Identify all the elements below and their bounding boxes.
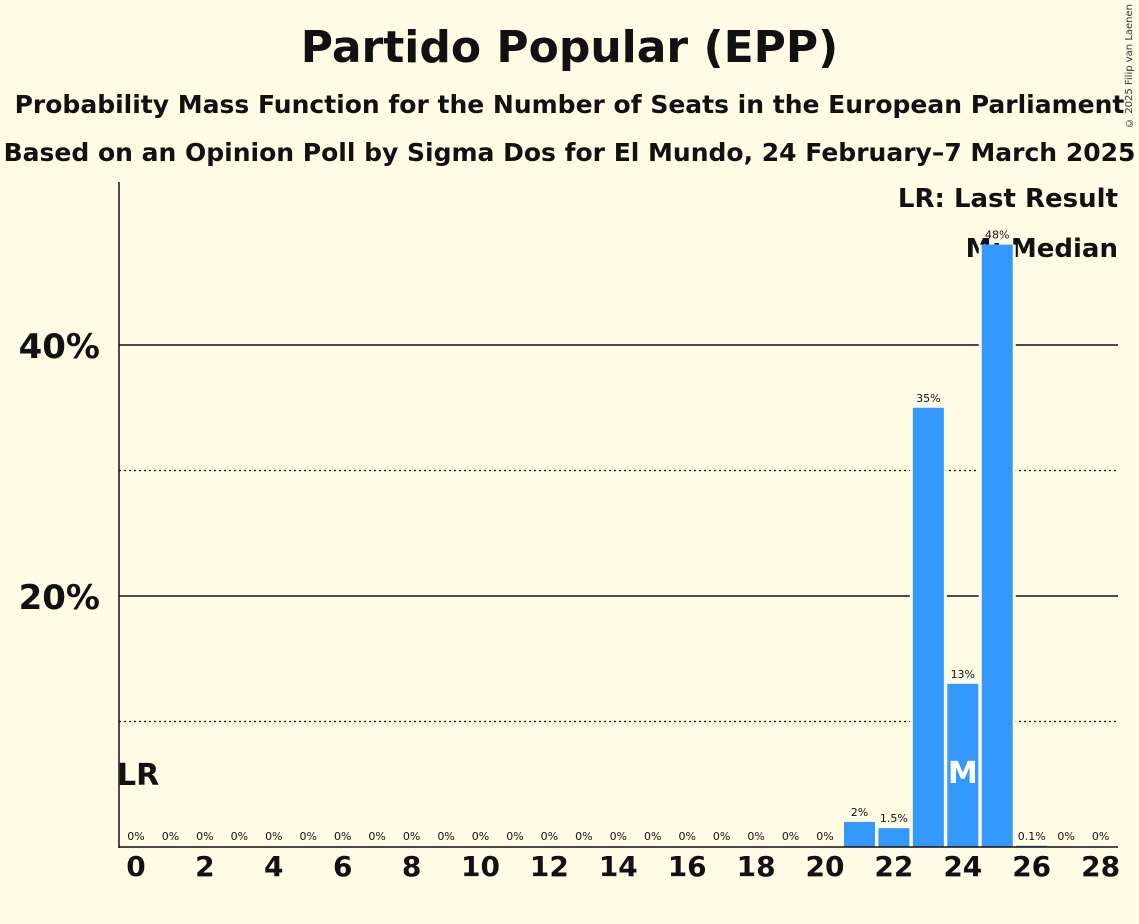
x-tick-label: 22 bbox=[874, 850, 913, 883]
data-label: 13% bbox=[951, 668, 975, 681]
x-tick-label: 14 bbox=[599, 850, 638, 883]
chart-title: Partido Popular (EPP) bbox=[300, 22, 839, 73]
x-tick-label: 18 bbox=[737, 850, 776, 883]
x-tick-label: 2 bbox=[195, 850, 214, 883]
data-label: 0% bbox=[196, 830, 213, 843]
data-label: 0% bbox=[644, 830, 661, 843]
data-label: 48% bbox=[985, 229, 1009, 242]
x-tick-label: 4 bbox=[264, 850, 283, 883]
data-label: 0% bbox=[127, 830, 144, 843]
data-label: 0% bbox=[678, 830, 695, 843]
x-tick-label: 12 bbox=[530, 850, 569, 883]
data-label: 2% bbox=[851, 806, 868, 819]
data-label: 0% bbox=[506, 830, 523, 843]
data-label: 0% bbox=[368, 830, 385, 843]
data-label: 0% bbox=[403, 830, 420, 843]
data-label: 1.5% bbox=[880, 812, 908, 825]
x-tick-label: 20 bbox=[806, 850, 845, 883]
data-label: 0% bbox=[265, 830, 282, 843]
data-label: 0% bbox=[747, 830, 764, 843]
data-label: 0% bbox=[610, 830, 627, 843]
data-label: 0% bbox=[1092, 830, 1109, 843]
x-tick-label: 8 bbox=[402, 850, 421, 883]
data-label: 0% bbox=[300, 830, 317, 843]
data-label: 0% bbox=[816, 830, 833, 843]
x-tick-label: 10 bbox=[461, 850, 500, 883]
y-tick-label: 20% bbox=[19, 578, 100, 618]
data-label: 0% bbox=[334, 830, 351, 843]
x-tick-label: 6 bbox=[333, 850, 352, 883]
data-label: 0% bbox=[713, 830, 730, 843]
bar bbox=[878, 828, 910, 847]
data-label: 0% bbox=[1057, 830, 1074, 843]
x-tick-label: 16 bbox=[668, 850, 707, 883]
bar bbox=[947, 683, 979, 847]
data-label: 0% bbox=[782, 830, 799, 843]
x-tick-label: 28 bbox=[1081, 850, 1120, 883]
x-tick-label: 26 bbox=[1012, 850, 1051, 883]
data-label: 0% bbox=[541, 830, 558, 843]
bar bbox=[981, 244, 1013, 848]
data-label: 0% bbox=[575, 830, 592, 843]
chart-subtitle-source: Based on an Opinion Poll by Sigma Dos fo… bbox=[3, 138, 1136, 167]
x-tick-label: 0 bbox=[126, 850, 145, 883]
data-label: 0.1% bbox=[1018, 830, 1046, 843]
last-result-marker: LR bbox=[117, 758, 159, 793]
y-tick-label: 40% bbox=[19, 327, 100, 367]
x-tick-label: 24 bbox=[943, 850, 982, 883]
bar bbox=[912, 407, 944, 847]
bar bbox=[843, 821, 875, 847]
median-marker: M bbox=[948, 756, 978, 791]
data-label: 0% bbox=[162, 830, 179, 843]
chart-subtitle: Probability Mass Function for the Number… bbox=[14, 90, 1125, 119]
data-label: 0% bbox=[472, 830, 489, 843]
data-label: 35% bbox=[916, 392, 940, 405]
legend-last-result: LR: Last Result bbox=[897, 184, 1118, 214]
data-label: 0% bbox=[231, 830, 248, 843]
data-label: 0% bbox=[437, 830, 454, 843]
